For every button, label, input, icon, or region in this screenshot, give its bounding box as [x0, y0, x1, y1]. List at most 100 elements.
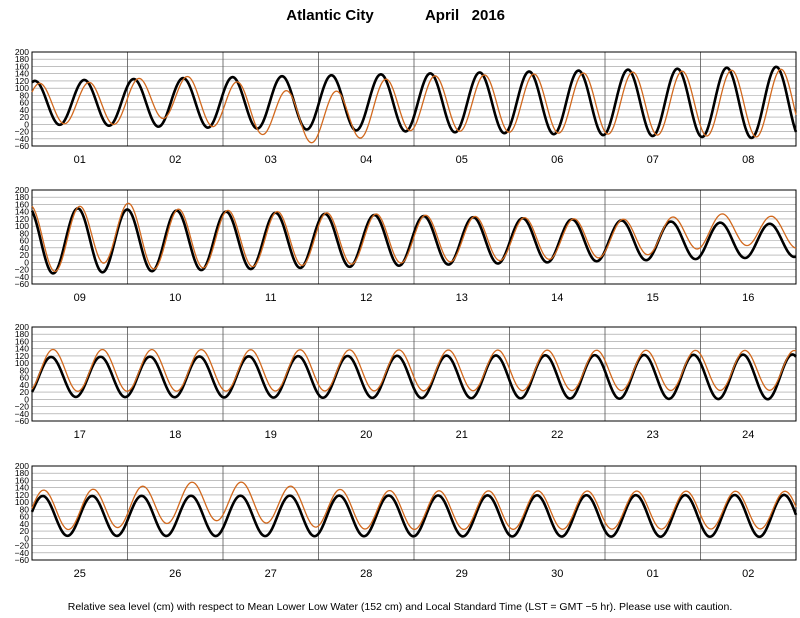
- y-tick-label: 200: [15, 461, 29, 471]
- y-tick-label: 120: [15, 214, 29, 224]
- day-label: 21: [456, 429, 468, 441]
- panel-frame: [31, 189, 797, 285]
- observed-tide-line: [31, 68, 797, 144]
- day-label: 13: [456, 292, 468, 304]
- y-tick-label: 160: [15, 61, 29, 71]
- day-label: 15: [647, 292, 659, 304]
- day-label: 10: [169, 292, 181, 304]
- y-tick-label: 200: [15, 185, 29, 195]
- day-label: 11: [265, 292, 276, 304]
- day-label: 08: [742, 154, 754, 166]
- day-label: 30: [551, 568, 563, 580]
- y-tick-label: 180: [15, 329, 29, 339]
- y-tick-label: 80: [20, 365, 30, 375]
- chart-footnote: Relative sea level (cm) with respect to …: [68, 601, 733, 613]
- day-label: 04: [360, 154, 372, 166]
- y-tick-label: 160: [15, 475, 29, 485]
- day-label: 16: [742, 292, 754, 304]
- day-label: 03: [265, 154, 277, 166]
- y-tick-label: 60: [20, 512, 30, 522]
- predicted-tide-line: [30, 353, 797, 401]
- y-tick-label: 180: [15, 468, 29, 478]
- y-tick-label: −20: [15, 541, 30, 551]
- y-tick-label: −20: [15, 127, 30, 137]
- panel-frame: [31, 51, 797, 147]
- y-tick-label: 40: [20, 243, 30, 253]
- y-tick-label: 140: [15, 69, 29, 79]
- y-tick-label: 100: [15, 83, 29, 93]
- y-tick-label: −20: [15, 402, 30, 412]
- y-tick-label: −40: [15, 134, 30, 144]
- y-tick-label: 200: [15, 322, 29, 332]
- day-label: 02: [742, 568, 754, 580]
- day-label: 23: [647, 429, 659, 441]
- y-tick-label: −40: [15, 409, 30, 419]
- y-tick-label: 40: [20, 105, 30, 115]
- y-tick-label: 40: [20, 519, 30, 529]
- day-label: 25: [74, 568, 86, 580]
- chart-title-location: Atlantic City: [286, 7, 374, 24]
- y-tick-label: −60: [15, 416, 30, 426]
- day-label: 07: [647, 154, 659, 166]
- y-tick-label: 100: [15, 358, 29, 368]
- day-label: 01: [74, 154, 86, 166]
- y-tick-label: 80: [20, 90, 30, 100]
- y-tick-label: 180: [15, 192, 29, 202]
- y-tick-label: 20: [20, 526, 30, 536]
- predicted-tide-line: [30, 207, 797, 275]
- observed-tide-line: [31, 348, 797, 392]
- day-label: 26: [169, 568, 181, 580]
- y-tick-label: 140: [15, 344, 29, 354]
- day-label: 12: [360, 292, 372, 304]
- y-tick-label: 20: [20, 250, 30, 260]
- day-label: 06: [551, 154, 563, 166]
- y-tick-label: 120: [15, 351, 29, 361]
- y-tick-label: 200: [15, 47, 29, 57]
- y-tick-label: 20: [20, 387, 30, 397]
- day-label: 29: [456, 568, 468, 580]
- day-label: 22: [551, 429, 563, 441]
- y-tick-label: 40: [20, 380, 30, 390]
- observed-tide-line: [31, 481, 797, 531]
- day-label: 24: [742, 429, 754, 441]
- y-tick-label: 80: [20, 228, 30, 238]
- y-tick-label: 180: [15, 54, 29, 64]
- y-tick-label: −20: [15, 265, 30, 275]
- y-tick-label: −60: [15, 141, 30, 151]
- y-tick-label: 0: [24, 394, 29, 404]
- day-label: 14: [551, 292, 563, 304]
- y-tick-label: 120: [15, 490, 29, 500]
- y-tick-label: −40: [15, 272, 30, 282]
- day-label: 27: [265, 568, 277, 580]
- y-tick-label: 60: [20, 98, 30, 108]
- y-tick-label: 0: [24, 533, 29, 543]
- y-tick-label: 120: [15, 76, 29, 86]
- y-tick-label: 80: [20, 504, 30, 514]
- day-label: 18: [169, 429, 181, 441]
- y-tick-label: −60: [15, 279, 30, 289]
- day-label: 20: [360, 429, 372, 441]
- y-tick-label: 0: [24, 119, 29, 129]
- day-label: 28: [360, 568, 372, 580]
- y-tick-label: −60: [15, 555, 30, 565]
- panel-frame: [31, 326, 797, 422]
- day-label: 09: [74, 292, 86, 304]
- observed-tide-line: [31, 202, 797, 273]
- y-tick-label: 160: [15, 336, 29, 346]
- y-tick-label: 100: [15, 497, 29, 507]
- day-label: 01: [647, 568, 659, 580]
- predicted-tide-line: [30, 493, 798, 539]
- y-tick-label: 0: [24, 257, 29, 267]
- day-label: 02: [169, 154, 181, 166]
- y-tick-label: 60: [20, 373, 30, 383]
- y-tick-label: 60: [20, 236, 30, 246]
- y-tick-label: 140: [15, 483, 29, 493]
- predicted-tide-line: [31, 65, 798, 140]
- y-tick-label: −40: [15, 548, 30, 558]
- y-tick-label: 160: [15, 199, 29, 209]
